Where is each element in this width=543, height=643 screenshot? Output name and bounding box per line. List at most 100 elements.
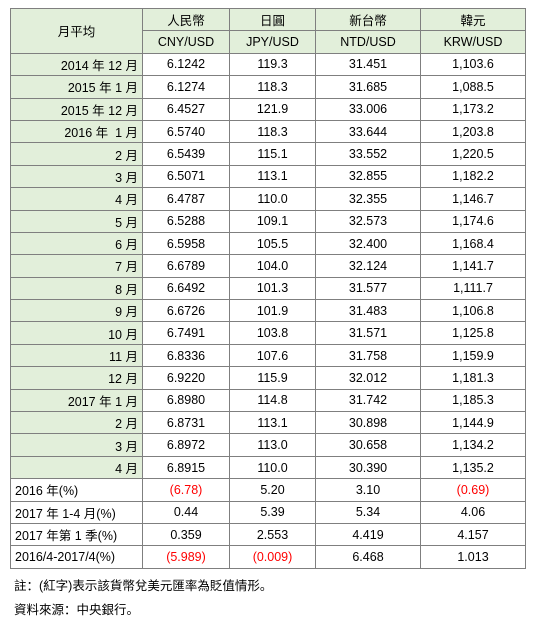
value-cell: 4.157 xyxy=(420,522,526,547)
value-cell: 6.5288 xyxy=(142,209,230,233)
value-cell: 5.39 xyxy=(229,500,316,524)
value-cell: 6.5958 xyxy=(142,231,230,256)
row-label: 3 月 xyxy=(10,433,143,457)
value-cell: 4.06 xyxy=(420,500,526,524)
value-cell: 32.012 xyxy=(315,366,421,390)
value-cell: 101.9 xyxy=(229,299,316,323)
value-cell: 3.10 xyxy=(315,478,421,502)
value-cell: (0.009) xyxy=(229,545,316,569)
data-row: 2 月 6.5439 115.1 33.552 1,220.5 xyxy=(10,142,526,166)
data-row: 2017 年 1-4 月(%) 0.44 5.39 5.34 4.06 xyxy=(10,500,526,524)
data-row: 2015 年 12 月 6.4527 121.9 33.006 1,173.2 xyxy=(10,97,526,121)
note: 資料來源：中央銀行。 xyxy=(14,602,140,617)
value-cell: 6.6492 xyxy=(142,276,230,301)
value-cell: 110.0 xyxy=(229,187,316,211)
value-cell: 6.5071 xyxy=(142,164,230,189)
row-label: 5 月 xyxy=(10,209,143,233)
data-row: 4 月 6.8915 110.0 30.390 1,135.2 xyxy=(10,455,526,480)
value-cell: 6.5439 xyxy=(142,142,230,166)
value-cell: 121.9 xyxy=(229,97,316,121)
value-cell: 105.5 xyxy=(229,231,316,256)
value-cell: 118.3 xyxy=(229,119,316,144)
currency-code: JPY/USD xyxy=(229,30,316,54)
value-cell: 1,106.8 xyxy=(420,299,526,323)
value-cell: 1,159.9 xyxy=(420,343,526,368)
value-cell: 30.898 xyxy=(315,411,421,435)
value-cell: 32.124 xyxy=(315,254,421,278)
value-cell: 115.1 xyxy=(229,142,316,166)
value-cell: 110.0 xyxy=(229,455,316,480)
value-cell: 32.855 xyxy=(315,164,421,189)
data-row: 5 月 6.5288 109.1 32.573 1,174.6 xyxy=(10,209,526,233)
value-cell: 118.3 xyxy=(229,75,316,99)
value-cell: 32.355 xyxy=(315,187,421,211)
data-row: 11 月 6.8336 107.6 31.758 1,159.9 xyxy=(10,343,526,368)
value-cell: 6.8915 xyxy=(142,455,230,480)
value-cell: 1,125.8 xyxy=(420,321,526,345)
row-label: 12 月 xyxy=(10,366,143,390)
value-cell: 31.758 xyxy=(315,343,421,368)
value-cell: (0.69) xyxy=(420,478,526,502)
value-cell: 6.6789 xyxy=(142,254,230,278)
value-cell: 32.573 xyxy=(315,209,421,233)
value-cell: 2.553 xyxy=(229,522,316,547)
row-label: 11 月 xyxy=(10,343,143,368)
data-row: 2 月 6.8731 113.1 30.898 1,144.9 xyxy=(10,411,526,435)
value-cell: 1,144.9 xyxy=(420,411,526,435)
value-cell: 103.8 xyxy=(229,321,316,345)
value-cell: 1,088.5 xyxy=(420,75,526,99)
value-cell: 31.571 xyxy=(315,321,421,345)
data-row: 2014 年 12 月 6.1242 119.3 31.451 1,103.6 xyxy=(10,52,526,77)
value-cell: 32.400 xyxy=(315,231,421,256)
value-cell: 1,173.2 xyxy=(420,97,526,121)
value-cell: 115.9 xyxy=(229,366,316,390)
data-row: 2017 年第 1 季(%) 0.359 2.553 4.419 4.157 xyxy=(10,522,526,547)
row-label: 2017 年第 1 季(%) xyxy=(10,522,143,547)
row-label: 8 月 xyxy=(10,276,143,301)
value-cell: 1,111.7 xyxy=(420,276,526,301)
value-cell: 113.0 xyxy=(229,433,316,457)
row-label: 7 月 xyxy=(10,254,143,278)
value-cell: 31.742 xyxy=(315,388,421,413)
row-label: 2015 年 12 月 xyxy=(10,97,143,121)
value-cell: 30.658 xyxy=(315,433,421,457)
value-cell: 119.3 xyxy=(229,52,316,77)
value-cell: 6.8731 xyxy=(142,411,230,435)
value-cell: (6.78) xyxy=(142,478,230,502)
note: 註：(紅字)表示該貨幣兌美元匯率為貶值情形。 xyxy=(14,578,273,593)
value-cell: 5.34 xyxy=(315,500,421,524)
data-row: 4 月 6.4787 110.0 32.355 1,146.7 xyxy=(10,187,526,211)
row-label: 4 月 xyxy=(10,455,143,480)
value-cell: 1,135.2 xyxy=(420,455,526,480)
row-label: 9 月 xyxy=(10,299,143,323)
value-cell: 33.552 xyxy=(315,142,421,166)
row-label: 4 月 xyxy=(10,187,143,211)
row-label: 2015 年 1 月 xyxy=(10,75,143,99)
row-label: 2016 年(%) xyxy=(10,478,143,502)
value-cell: 109.1 xyxy=(229,209,316,233)
row-label: 2 月 xyxy=(10,142,143,166)
value-cell: 6.4787 xyxy=(142,187,230,211)
value-cell: 6.5740 xyxy=(142,119,230,144)
value-cell: 6.4527 xyxy=(142,97,230,121)
data-row: 2016 年(%) (6.78) 5.20 3.10 (0.69) xyxy=(10,478,526,502)
value-cell: 1,220.5 xyxy=(420,142,526,166)
value-cell: 1,185.3 xyxy=(420,388,526,413)
value-cell: 31.451 xyxy=(315,52,421,77)
value-cell: 33.006 xyxy=(315,97,421,121)
value-cell: 1,203.8 xyxy=(420,119,526,144)
data-row: 6 月 6.5958 105.5 32.400 1,168.4 xyxy=(10,231,526,256)
value-cell: 104.0 xyxy=(229,254,316,278)
value-cell: 31.483 xyxy=(315,299,421,323)
value-cell: 1,146.7 xyxy=(420,187,526,211)
table-wrap: 月平均 人民幣 日圓 新台幣 韓元 CNY/USD JPY/USD NTD/USD KRW/US… xyxy=(10,7,526,617)
value-cell: 5.20 xyxy=(229,478,316,502)
data-row: 2016/4-2017/4(%) (5.989) (0.009) 6.468 1.013 xyxy=(10,545,526,569)
data-row: 8 月 6.6492 101.3 31.577 1,111.7 xyxy=(10,276,526,301)
currency-name: 人民幣 xyxy=(142,7,230,32)
value-cell: 31.685 xyxy=(315,75,421,99)
notes: 註：(紅字)表示該貨幣兌美元匯率為貶值情形。 資料來源：中央銀行。 xyxy=(10,575,525,617)
currency-code: NTD/USD xyxy=(315,30,421,54)
value-cell: 6.6726 xyxy=(142,299,230,323)
row-label: 6 月 xyxy=(10,231,143,256)
